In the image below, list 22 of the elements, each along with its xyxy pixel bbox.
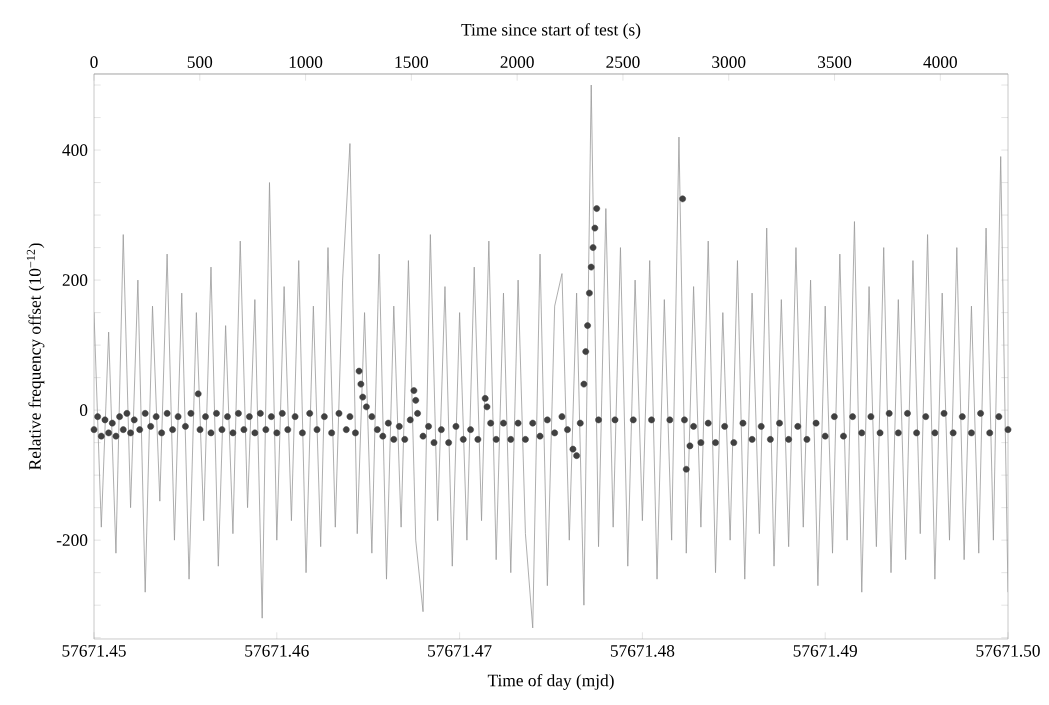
x-tick-label: 57671.47 <box>428 645 492 657</box>
y-tick-label: 0 <box>79 404 88 416</box>
x-tick-label: 57671.46 <box>245 645 309 657</box>
x2-tick-label: 0 <box>90 56 98 68</box>
x2-axis-title: Time since start of test (s) <box>461 23 641 40</box>
x2-tick-label: 3000 <box>712 56 746 68</box>
x-tick-label: 57671.49 <box>793 645 857 657</box>
y-axis-title: Relative frequency offset (10$^{−12}$) <box>26 243 45 470</box>
x-axis-title: Time of day (mjd) <box>487 673 614 690</box>
x2-tick-label: 500 <box>187 56 213 68</box>
x2-tick-label: 1000 <box>289 56 323 68</box>
y-tick-label: 400 <box>62 144 88 156</box>
x2-tick-label: 4000 <box>923 56 957 68</box>
x2-tick-label: 2500 <box>606 56 640 68</box>
x2-tick-label: 1500 <box>395 56 429 68</box>
y-tick-label: -200 <box>56 534 88 546</box>
x-tick-label: 57671.45 <box>62 645 126 657</box>
x-tick-label: 57671.48 <box>610 645 675 657</box>
y-tick-label: 200 <box>62 274 88 286</box>
x-tick-label: 57671.50 <box>976 645 1040 657</box>
x2-tick-label: 2000 <box>500 56 534 68</box>
x2-tick-label: 3500 <box>818 56 852 68</box>
